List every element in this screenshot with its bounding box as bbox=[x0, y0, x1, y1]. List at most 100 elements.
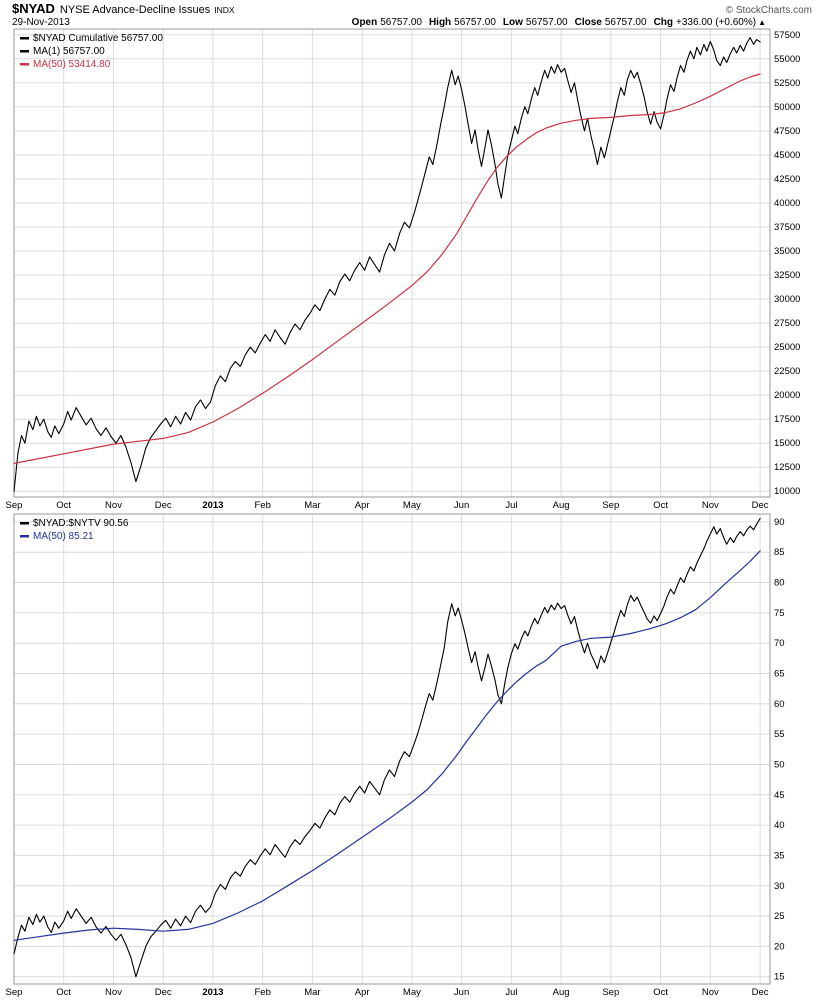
y-axis-label: 20 bbox=[774, 941, 785, 952]
ticker-symbol: $NYAD bbox=[12, 1, 55, 16]
open-value: 56757.00 bbox=[380, 17, 422, 28]
y-axis-label: 45 bbox=[774, 790, 785, 801]
y-axis-label: 22500 bbox=[774, 366, 800, 377]
y-axis-label: 32500 bbox=[774, 270, 800, 281]
y-axis-label: 27500 bbox=[774, 318, 800, 329]
y-axis-label: 35 bbox=[774, 850, 785, 861]
y-axis-label: 50 bbox=[774, 760, 785, 771]
y-axis-label: 50000 bbox=[774, 102, 800, 113]
y-axis-label: 25000 bbox=[774, 342, 800, 353]
x-axis-label: Feb bbox=[255, 987, 271, 998]
y-axis-label: 80 bbox=[774, 578, 785, 589]
y-axis-label: 40 bbox=[774, 820, 785, 831]
x-axis-label: Nov bbox=[702, 500, 719, 511]
y-axis-label: 90 bbox=[774, 517, 785, 528]
x-axis-label: Dec bbox=[752, 987, 769, 998]
exchange-label: INDX bbox=[214, 5, 235, 15]
x-axis-label: Aug bbox=[553, 987, 570, 998]
y-axis-label: 35000 bbox=[774, 246, 800, 257]
x-axis-label: Nov bbox=[702, 987, 719, 998]
legend-marker bbox=[20, 37, 29, 40]
y-axis-label: 37500 bbox=[774, 222, 800, 233]
x-axis-label: Feb bbox=[255, 500, 271, 511]
x-axis-label: Mar bbox=[304, 987, 320, 998]
x-axis-label: Jun bbox=[454, 500, 469, 511]
ma50-red-line bbox=[13, 73, 761, 464]
y-axis-label: 30 bbox=[774, 881, 785, 892]
legend-label: $NYAD Cumulative 56757.00 bbox=[33, 33, 163, 44]
x-axis-label: Nov bbox=[105, 987, 122, 998]
y-axis-label: 75 bbox=[774, 608, 785, 619]
x-axis-label: Oct bbox=[56, 987, 71, 998]
y-axis-label: 65 bbox=[774, 669, 785, 680]
low-value: 56757.00 bbox=[525, 17, 568, 28]
chart-header: $NYAD NYSE Advance-Decline Issues INDX © S… bbox=[0, 0, 820, 28]
legend-label: MA(50) 85.21 bbox=[33, 531, 94, 542]
x-axis-label: Aug bbox=[553, 500, 570, 511]
x-axis-label: 2013 bbox=[202, 500, 223, 511]
x-axis-label: May bbox=[403, 500, 421, 511]
change-label: Chg bbox=[653, 17, 674, 28]
x-axis-label: May bbox=[403, 987, 421, 998]
y-axis-label: 57500 bbox=[774, 30, 800, 41]
x-axis-label: Apr bbox=[355, 500, 370, 511]
nyad-nytv-ratio-line bbox=[13, 517, 761, 978]
y-axis-label: 55 bbox=[774, 729, 785, 740]
y-axis-label: 40000 bbox=[774, 198, 800, 209]
legend-marker bbox=[20, 535, 29, 538]
y-axis-label: 42500 bbox=[774, 174, 800, 185]
y-axis-label: 45000 bbox=[774, 150, 800, 161]
change-up-arrow-icon: ▲ bbox=[758, 18, 766, 27]
legend-label: MA(1) 56757.00 bbox=[33, 46, 105, 57]
upper-chart-panel: 10000 12500 15000 17500 20000 22500 25000 27500… bbox=[6, 28, 800, 511]
legend-label: $NYAD:$NYTV 90.56 bbox=[33, 518, 129, 529]
y-axis-label: 15 bbox=[774, 972, 785, 983]
plot-border bbox=[13, 513, 771, 985]
x-axis-label: Sep bbox=[6, 987, 23, 998]
y-axis-label: 55000 bbox=[774, 54, 800, 65]
y-axis-label: 17500 bbox=[774, 414, 800, 425]
x-axis-label: Sep bbox=[6, 500, 23, 511]
index-name: NYSE Advance-Decline Issues bbox=[59, 4, 211, 16]
nyad-cumulative-line bbox=[13, 37, 761, 492]
y-axis-label: 15000 bbox=[774, 438, 800, 449]
x-axis-label: Mar bbox=[304, 500, 320, 511]
close-label: Close bbox=[574, 17, 602, 28]
x-axis-label: Dec bbox=[155, 987, 172, 998]
ma50-blue-line bbox=[13, 550, 761, 941]
x-axis-label: Sep bbox=[602, 987, 619, 998]
legend-marker bbox=[20, 50, 29, 53]
quote-line: Open 56757.00 High 56757.00 Low 56757.00 Close… bbox=[345, 17, 814, 29]
high-value: 56757.00 bbox=[454, 17, 496, 28]
copyright: © StockCharts.com bbox=[725, 5, 812, 16]
y-axis-label: 30000 bbox=[774, 294, 800, 305]
close-value: 56757.00 bbox=[604, 17, 647, 28]
plot-border bbox=[13, 28, 771, 498]
y-axis-label: 85 bbox=[774, 547, 785, 558]
change-value: +336.00 (+0.60%) bbox=[676, 17, 757, 28]
chart-date: 29-Nov-2013 bbox=[12, 17, 70, 28]
x-axis-label: Dec bbox=[155, 500, 172, 511]
legend-marker bbox=[20, 522, 29, 525]
x-axis-label: Jun bbox=[454, 987, 469, 998]
x-axis-label: Apr bbox=[355, 987, 370, 998]
y-axis-label: 20000 bbox=[774, 390, 800, 401]
low-label: Low bbox=[502, 17, 523, 28]
legend-label: MA(50) 53414.80 bbox=[33, 59, 111, 70]
y-axis-label: 10000 bbox=[774, 486, 800, 497]
high-label: High bbox=[428, 17, 452, 28]
y-axis-label: 52500 bbox=[774, 78, 800, 89]
x-axis-label: Sep bbox=[602, 500, 619, 511]
x-axis-label: Oct bbox=[653, 987, 668, 998]
x-axis-label: Oct bbox=[56, 500, 71, 511]
legend-marker bbox=[20, 63, 29, 66]
title-block: $NYAD NYSE Advance-Decline Issues INDX bbox=[12, 1, 235, 16]
x-axis-label: Jul bbox=[505, 987, 517, 998]
x-axis-label: 2013 bbox=[202, 987, 223, 998]
y-axis-label: 70 bbox=[774, 638, 785, 649]
x-axis-label: Nov bbox=[105, 500, 122, 511]
y-axis-label: 25 bbox=[774, 911, 785, 922]
lower-chart-panel: 15 20 25 30 35 40 45 50 55 60 65 70 75 80 85 90 Sep Oct No… bbox=[6, 513, 785, 998]
y-axis-label: 47500 bbox=[774, 126, 800, 137]
open-label: Open bbox=[351, 17, 378, 28]
